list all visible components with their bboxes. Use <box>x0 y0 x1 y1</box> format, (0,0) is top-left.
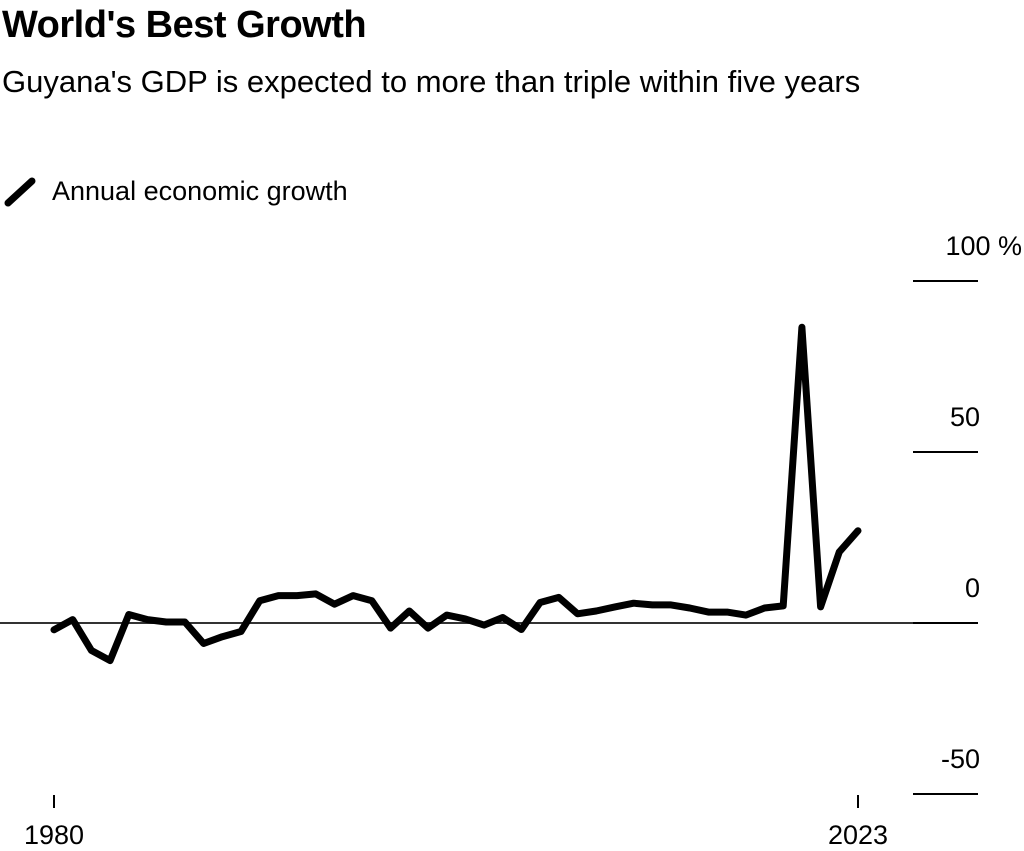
y-tick-label: 50 <box>950 402 980 432</box>
legend: Annual economic growth <box>4 176 348 207</box>
legend-label: Annual economic growth <box>52 176 348 206</box>
chart-subtitle: Guyana's GDP is expected to more than tr… <box>2 64 861 99</box>
series-line-annual-growth <box>50 323 862 665</box>
legend-line-icon <box>4 177 36 206</box>
chart-title: World's Best Growth <box>2 4 367 46</box>
y-tick-label: 100 % <box>945 231 1022 261</box>
y-tick-label: -50 <box>941 744 980 774</box>
y-tick-label: 0 <box>965 573 980 603</box>
x-tick-label: 2023 <box>828 820 888 850</box>
x-tick-label: 1980 <box>24 820 84 850</box>
